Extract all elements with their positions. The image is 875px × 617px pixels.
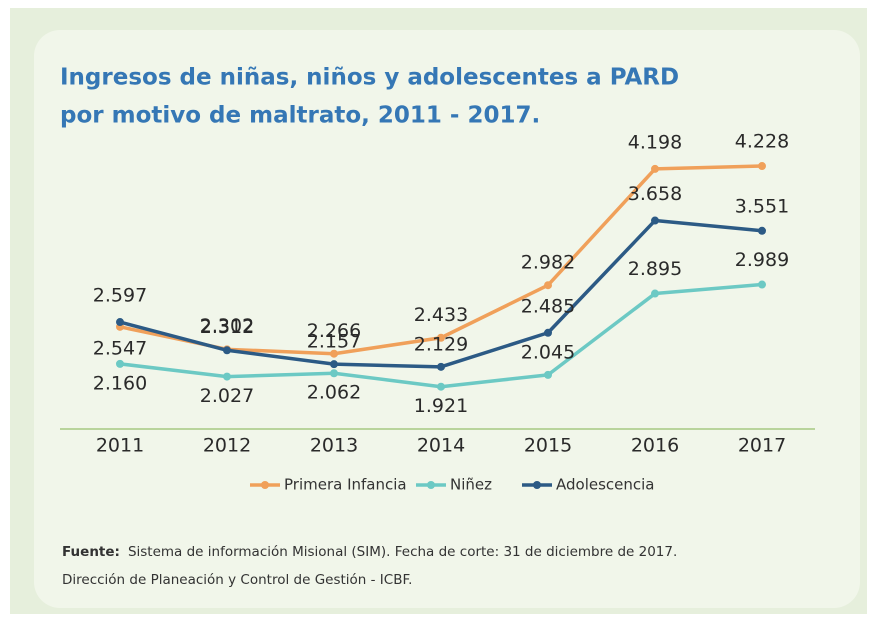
point <box>544 281 552 290</box>
legend-label: Adolescencia <box>556 476 655 494</box>
value-label: 2.485 <box>521 295 575 317</box>
point <box>330 369 338 378</box>
card <box>34 30 860 608</box>
value-label: 1.921 <box>414 395 468 417</box>
x-tick-label: 2016 <box>631 435 679 457</box>
point <box>223 372 231 381</box>
x-tick-label: 2012 <box>203 435 251 457</box>
value-label: 2.160 <box>93 372 147 394</box>
chart-title: por motivo de maltrato, 2011 - 2017. <box>60 103 540 129</box>
value-label: 2.062 <box>307 382 361 404</box>
point <box>116 318 124 327</box>
point <box>758 162 766 171</box>
value-label: 3.658 <box>628 183 682 205</box>
point <box>758 280 766 289</box>
point <box>223 346 231 355</box>
point <box>544 370 552 379</box>
footer: Fuente: Sistema de información Misional (… <box>62 544 677 560</box>
value-label: 3.551 <box>735 195 789 217</box>
point <box>651 289 659 298</box>
x-tick-label: 2014 <box>417 435 465 457</box>
point <box>651 164 659 173</box>
point <box>437 333 445 342</box>
point <box>330 349 338 358</box>
point <box>651 216 659 225</box>
legend-swatch-dot <box>427 481 435 489</box>
legend-swatch-dot <box>261 481 269 489</box>
value-label: 2.045 <box>521 341 575 363</box>
value-label: 2.129 <box>414 333 468 355</box>
source-label: Fuente: <box>62 544 120 560</box>
legend-swatch-dot <box>533 481 541 489</box>
x-tick-label: 2011 <box>96 435 144 457</box>
value-label: 2.433 <box>414 304 468 326</box>
point <box>437 382 445 391</box>
x-tick-label: 2015 <box>524 435 572 457</box>
chart-title: Ingresos de niñas, niños y adolescentes … <box>60 65 679 91</box>
source-line: Sistema de información Misional (SIM). F… <box>128 544 677 560</box>
value-label: 2.597 <box>93 285 147 307</box>
legend-label: Niñez <box>450 476 492 494</box>
point <box>116 359 124 368</box>
value-label: 2.895 <box>628 258 682 280</box>
point <box>758 226 766 235</box>
point <box>544 328 552 337</box>
value-label: 2.547 <box>93 337 147 359</box>
value-label: 2.989 <box>735 249 789 271</box>
value-label: 4.228 <box>735 131 789 153</box>
x-tick-label: 2017 <box>738 435 786 457</box>
value-label: 2.982 <box>521 252 575 274</box>
point <box>330 360 338 369</box>
value-label: 2.027 <box>200 385 254 407</box>
point <box>437 362 445 371</box>
value-label: 4.198 <box>628 131 682 153</box>
x-tick-label: 2013 <box>310 435 358 457</box>
value-label: 2.266 <box>307 320 361 342</box>
value-label: 2.302 <box>200 315 254 337</box>
value-label: 2.312 <box>200 316 254 338</box>
source-line: Dirección de Planeación y Control de Ges… <box>62 572 412 588</box>
value-label: 2.157 <box>307 331 361 353</box>
legend-label: Primera Infancia <box>284 476 407 494</box>
